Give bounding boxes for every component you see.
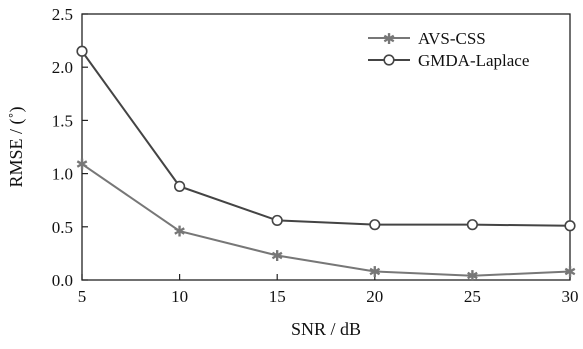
legend-item-avs-css: ✱ AVS-CSS [368,29,486,48]
y-tick-label: 0.0 [52,271,73,290]
legend-label-gmda-laplace: GMDA-Laplace [418,51,529,70]
data-point-avs-css: ✱ [564,263,577,281]
x-axis-ticks: 5 10 15 20 25 30 [78,274,579,306]
series-layer: ✱ ✱ ✱ ✱ ✱ ✱ [76,45,577,286]
y-axis-ticks: 0.0 0.5 1.0 1.5 2.0 2.5 [52,5,88,290]
series-avs-css: ✱ ✱ ✱ ✱ ✱ ✱ [76,156,577,286]
y-tick-label: 0.5 [52,218,73,237]
y-tick-label: 1.0 [52,165,73,184]
data-point-avs-css: ✱ [271,247,284,265]
legend-marker-gmda-laplace [383,54,395,66]
data-point-gmda-laplace [76,45,88,57]
x-tick-label: 10 [171,287,188,306]
data-point-gmda-laplace [174,180,186,192]
series-line-avs-css [81,163,571,277]
y-tick-label: 2.0 [52,58,73,77]
y-axis-label: RMSE / (˚) [6,106,27,187]
legend-marker-avs-css: ✱ [383,30,396,48]
data-point-gmda-laplace [466,219,479,231]
plot-area-frame [81,13,571,281]
x-tick-label: 30 [562,287,579,306]
x-tick-label: 15 [269,287,286,306]
x-tick-label: 25 [464,287,481,306]
data-point-gmda-laplace [369,219,381,231]
x-tick-label: 20 [366,287,383,306]
y-tick-label: 1.5 [52,111,73,130]
data-point-avs-css: ✱ [173,223,186,241]
y-tick-label: 2.5 [52,5,73,24]
data-point-avs-css: ✱ [76,156,89,174]
x-tick-label: 5 [78,287,87,306]
x-axis-label: SNR / dB [291,319,361,339]
legend: ✱ AVS-CSS GMDA-Laplace [368,29,529,70]
data-point-gmda-laplace [271,214,283,227]
data-point-avs-css: ✱ [369,263,382,281]
legend-item-gmda-laplace: GMDA-Laplace [368,51,529,70]
series-line-gmda-laplace [81,50,571,227]
data-point-avs-css: ✱ [466,267,479,285]
data-point-gmda-laplace [564,220,576,232]
series-gmda-laplace [76,45,576,232]
legend-label-avs-css: AVS-CSS [418,29,486,48]
